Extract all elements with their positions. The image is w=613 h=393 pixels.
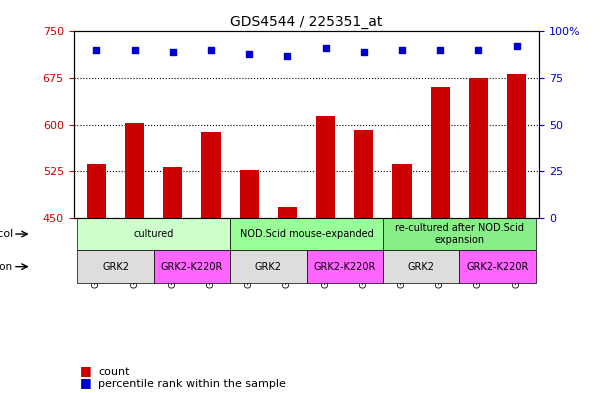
- Point: [168, 49, 178, 55]
- Bar: [202, 132, 221, 218]
- Point: [245, 51, 254, 57]
- Text: re-cultured after NOD.Scid
expansion: re-cultured after NOD.Scid expansion: [395, 223, 524, 245]
- Point: [397, 47, 407, 53]
- Text: GRK2-K220R: GRK2-K220R: [466, 262, 528, 272]
- FancyBboxPatch shape: [383, 218, 536, 250]
- Text: protocol: protocol: [0, 229, 13, 239]
- Bar: [240, 170, 259, 218]
- Point: [512, 43, 522, 50]
- FancyBboxPatch shape: [459, 250, 536, 283]
- Text: count: count: [98, 367, 129, 377]
- Bar: [469, 78, 488, 218]
- Point: [435, 47, 445, 53]
- Text: genotype/variation: genotype/variation: [0, 262, 13, 272]
- Bar: [507, 73, 526, 218]
- Bar: [278, 207, 297, 218]
- Text: GRK2-K220R: GRK2-K220R: [161, 262, 223, 272]
- Bar: [430, 87, 450, 218]
- Text: ■: ■: [80, 376, 91, 389]
- Text: cultured: cultured: [134, 229, 174, 239]
- Text: NOD.Scid mouse-expanded: NOD.Scid mouse-expanded: [240, 229, 373, 239]
- Text: GRK2: GRK2: [255, 262, 282, 272]
- Text: GRK2: GRK2: [408, 262, 435, 272]
- Text: GRK2-K220R: GRK2-K220R: [313, 262, 376, 272]
- FancyBboxPatch shape: [77, 218, 230, 250]
- Point: [206, 47, 216, 53]
- Bar: [125, 123, 144, 218]
- Point: [130, 47, 140, 53]
- Text: GRK2: GRK2: [102, 262, 129, 272]
- FancyBboxPatch shape: [77, 250, 154, 283]
- Text: ■: ■: [80, 364, 91, 377]
- Text: percentile rank within the sample: percentile rank within the sample: [98, 379, 286, 389]
- Point: [359, 49, 368, 55]
- Point: [473, 47, 483, 53]
- FancyBboxPatch shape: [230, 218, 383, 250]
- FancyBboxPatch shape: [383, 250, 459, 283]
- Bar: [354, 130, 373, 218]
- Point: [321, 45, 330, 51]
- Bar: [316, 116, 335, 218]
- FancyBboxPatch shape: [230, 250, 306, 283]
- Title: GDS4544 / 225351_at: GDS4544 / 225351_at: [230, 15, 383, 29]
- Point: [283, 53, 292, 59]
- FancyBboxPatch shape: [306, 250, 383, 283]
- FancyBboxPatch shape: [154, 250, 230, 283]
- Point: [91, 47, 101, 53]
- Bar: [87, 164, 106, 218]
- Bar: [163, 167, 183, 218]
- Bar: [392, 164, 411, 218]
